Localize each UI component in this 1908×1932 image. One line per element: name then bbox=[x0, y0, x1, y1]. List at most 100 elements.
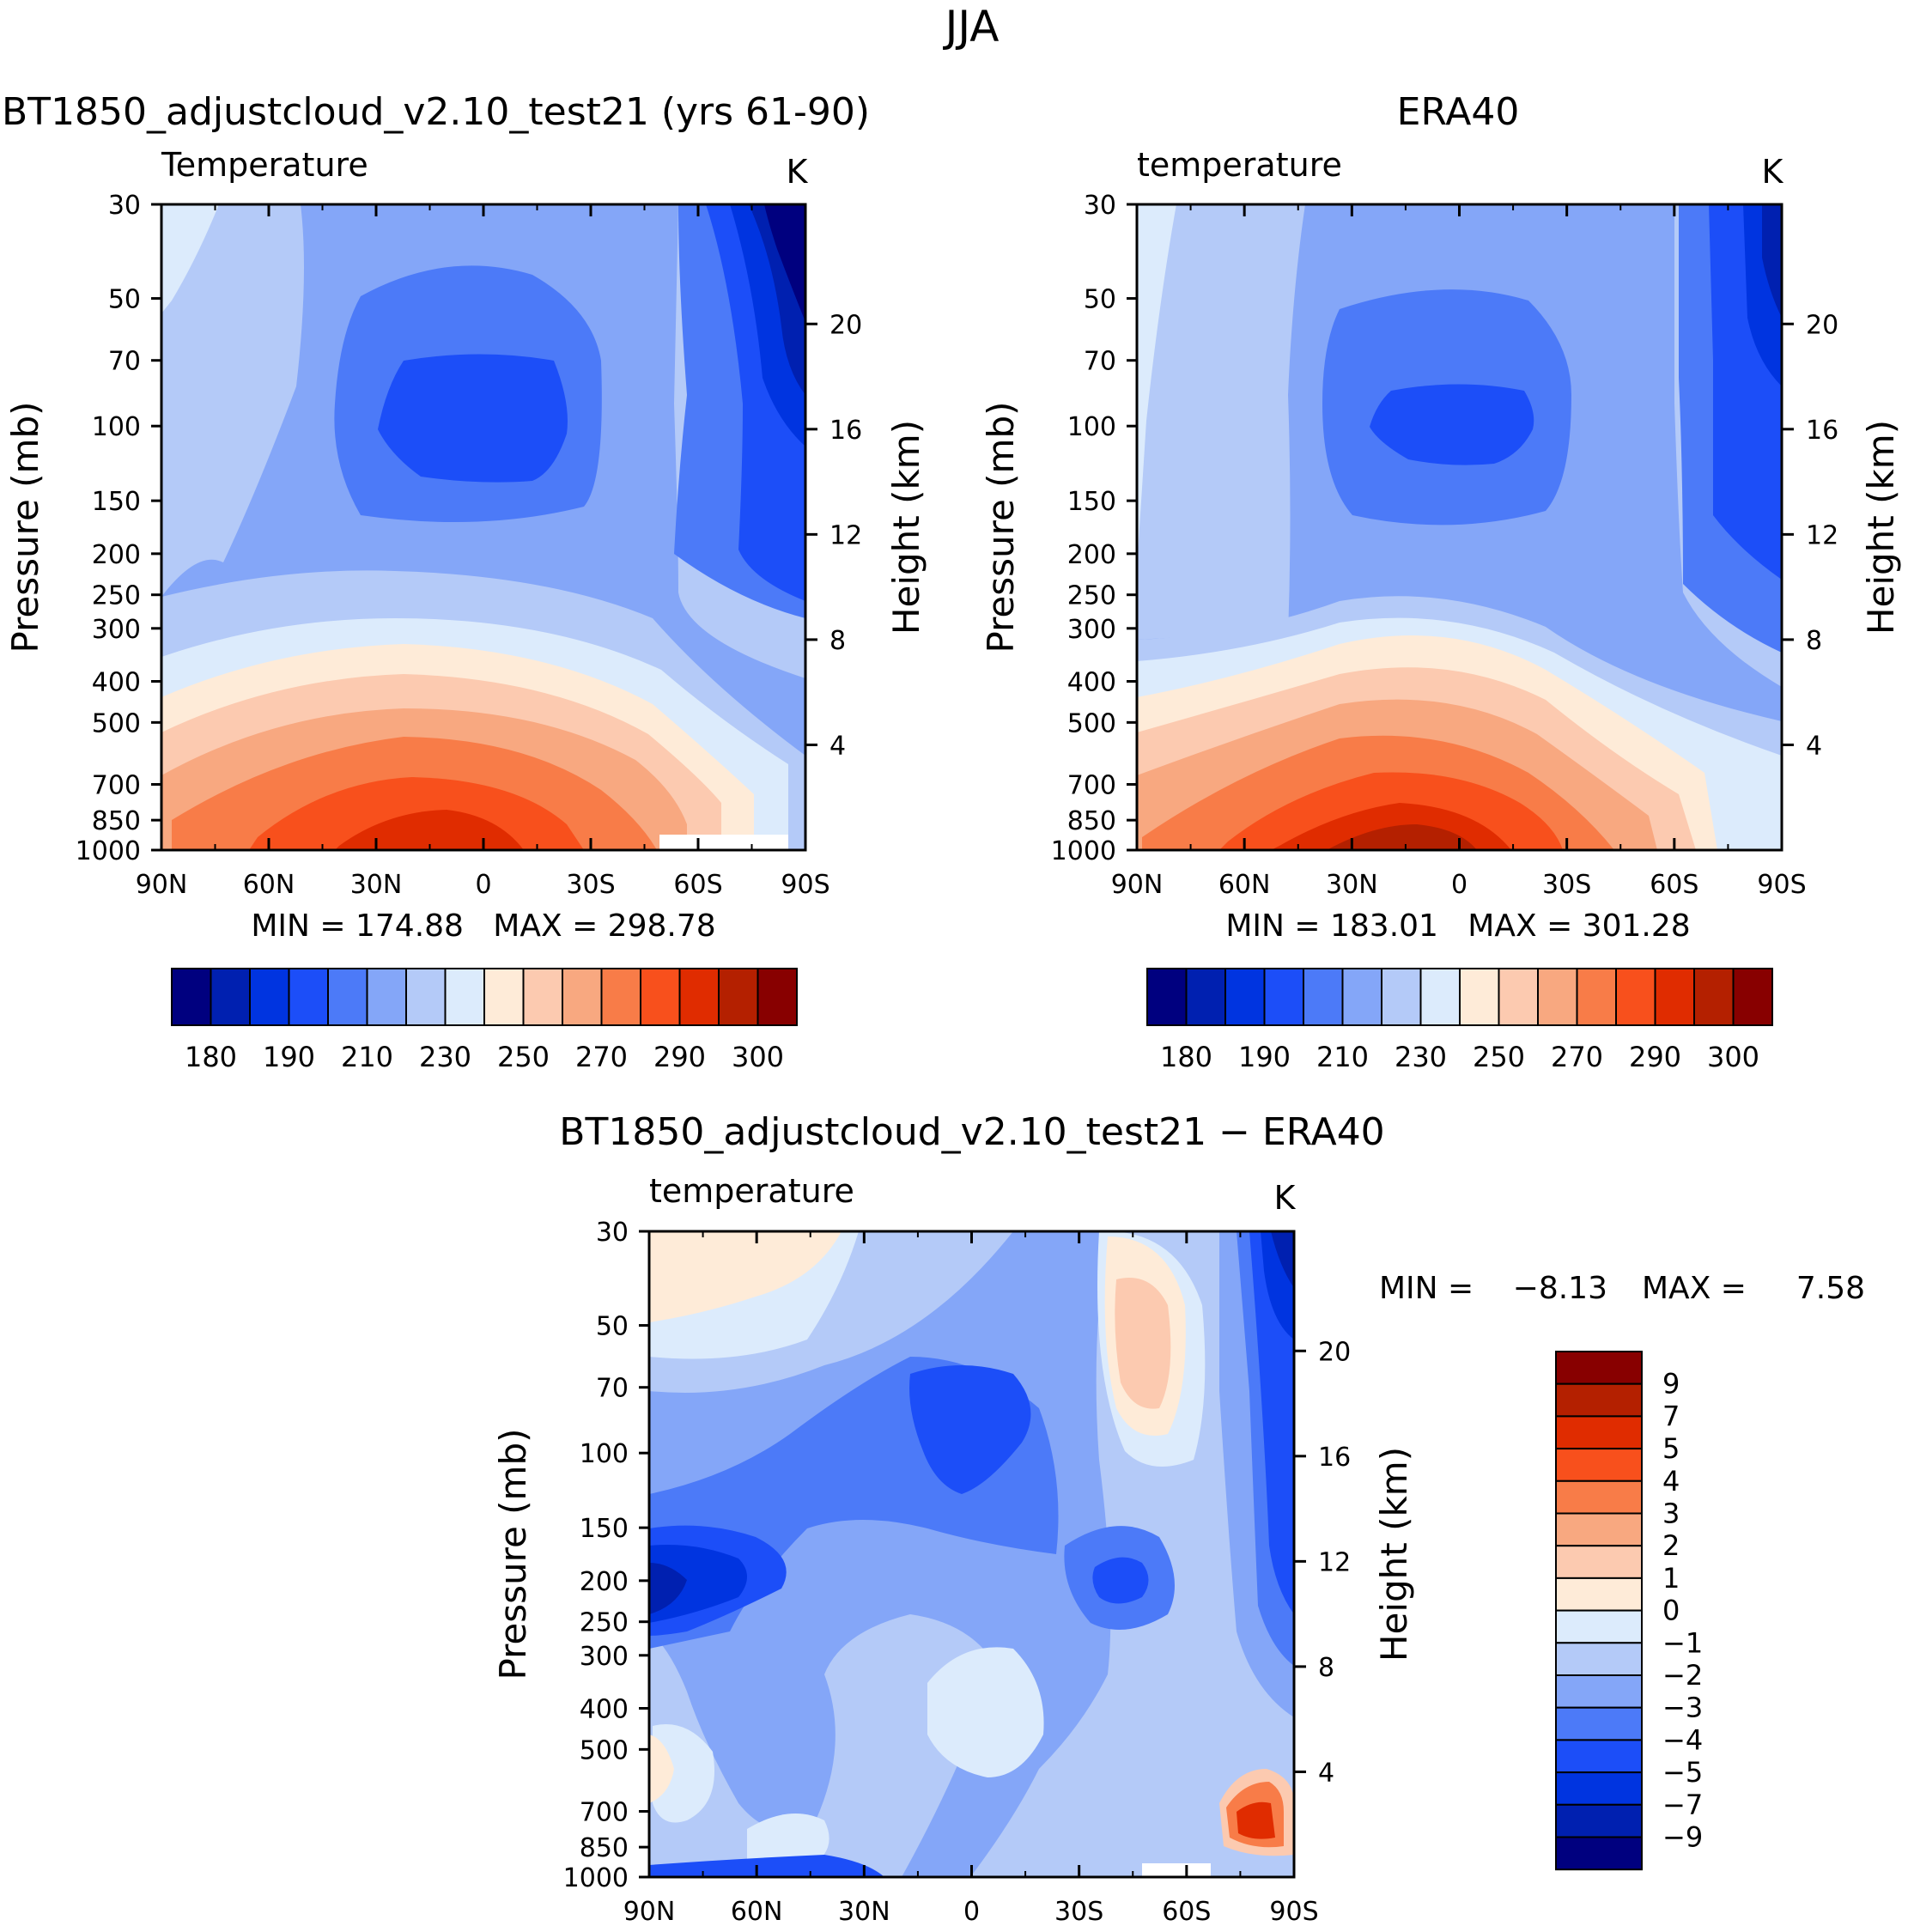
height-tick-label: 16 bbox=[829, 416, 862, 446]
pressure-tick-label: 100 bbox=[92, 412, 141, 442]
colorbar-label: 4 bbox=[1662, 1465, 1680, 1498]
contour-fill-very-light-nw bbox=[1137, 204, 1176, 567]
colorbar-label: −1 bbox=[1662, 1626, 1703, 1659]
contour-fill-upper-warm-s3 bbox=[1115, 1278, 1171, 1409]
colorbar-box bbox=[1555, 1836, 1643, 1871]
colorbar-label: 270 bbox=[1551, 1041, 1603, 1073]
colorbar-label: 270 bbox=[575, 1041, 628, 1073]
pressure-tick-label: 50 bbox=[596, 1312, 629, 1342]
lat-tick-label: 30N bbox=[350, 870, 403, 900]
pressure-tick-label: 850 bbox=[92, 806, 141, 836]
pressure-tick-label: 400 bbox=[92, 667, 141, 697]
contour-fill-very-light-nw bbox=[161, 204, 219, 313]
pressure-tick-label: 500 bbox=[580, 1735, 629, 1765]
colorbar-box bbox=[171, 968, 212, 1026]
colorbar-box bbox=[1555, 1771, 1643, 1806]
pressure-tick-label: 300 bbox=[1067, 615, 1116, 645]
panel-diff-y2label: Height (km) bbox=[1373, 1447, 1415, 1662]
colorbar-box bbox=[1185, 968, 1226, 1026]
pressure-tick-label: 1000 bbox=[1051, 836, 1116, 866]
contour-missing-region bbox=[1142, 1863, 1211, 1877]
pressure-tick-label: 70 bbox=[108, 347, 141, 377]
colorbar-label: 180 bbox=[1160, 1041, 1212, 1073]
lat-tick-label: 60S bbox=[1650, 870, 1698, 900]
pressure-tick-label: 100 bbox=[580, 1439, 629, 1469]
colorbar-box bbox=[1263, 968, 1304, 1026]
contour-fill-warm-300 bbox=[1327, 824, 1477, 850]
colorbar-box bbox=[249, 968, 290, 1026]
colorbar-box bbox=[288, 968, 329, 1026]
colorbar-box bbox=[1555, 1545, 1643, 1579]
pressure-tick-label: 500 bbox=[1067, 708, 1116, 738]
colorbar-box bbox=[1555, 1351, 1643, 1385]
pressure-tick-label: 30 bbox=[596, 1218, 629, 1248]
lat-tick-label: 90S bbox=[781, 870, 829, 900]
colorbar-label: 290 bbox=[653, 1041, 706, 1073]
colorbar-box bbox=[1615, 968, 1656, 1026]
lat-tick-label: 30N bbox=[1326, 870, 1378, 900]
panel-model-y2label: Height (km) bbox=[885, 420, 927, 635]
panel-obs: ERA40 temperature K 30507010015020025030… bbox=[980, 90, 1902, 1073]
lat-tick-label: 30N bbox=[838, 1897, 890, 1927]
colorbar-box bbox=[210, 968, 251, 1026]
page-title: JJA bbox=[943, 2, 1000, 52]
colorbar-box bbox=[1555, 1577, 1643, 1612]
lat-tick-label: 90N bbox=[623, 1897, 676, 1927]
panel-model-colorbar: 180 190 210 230 250 270 290 300 bbox=[171, 968, 798, 1073]
pressure-tick-label: 700 bbox=[92, 771, 141, 801]
height-tick-label: 4 bbox=[1806, 731, 1822, 761]
colorbar-box bbox=[1555, 1415, 1643, 1450]
colorbar-box bbox=[1555, 1609, 1643, 1644]
lat-tick-label: 30S bbox=[566, 870, 615, 900]
pressure-tick-label: 70 bbox=[1084, 347, 1116, 377]
panel-diff: BT1850_adjustcloud_v2.10_test21 − ERA40 … bbox=[492, 1110, 1865, 1927]
panel-obs-var-label: temperature bbox=[1137, 146, 1342, 184]
pressure-tick-label: 500 bbox=[92, 708, 141, 738]
colorbar-label: 210 bbox=[341, 1041, 393, 1073]
panel-model-units: K bbox=[787, 153, 809, 191]
colorbar-label: 230 bbox=[1395, 1041, 1447, 1073]
pressure-tick-label: 1000 bbox=[563, 1863, 629, 1893]
colorbar-label: −4 bbox=[1662, 1723, 1703, 1756]
pressure-tick-label: 30 bbox=[1084, 191, 1116, 221]
lat-tick-label: 30S bbox=[1054, 1897, 1103, 1927]
height-tick-label: 20 bbox=[1318, 1337, 1351, 1367]
panel-diff-min-value: −8.13 bbox=[1513, 1271, 1607, 1306]
contour-fill-surface-warm-3 bbox=[1237, 1801, 1275, 1839]
colorbar-box bbox=[1555, 1512, 1643, 1547]
panel-obs-units: K bbox=[1762, 153, 1784, 191]
pressure-tick-label: 850 bbox=[1067, 806, 1116, 836]
colorbar-box bbox=[1555, 1382, 1643, 1418]
colorbar-label: 0 bbox=[1662, 1595, 1680, 1627]
pressure-tick-label: 700 bbox=[580, 1798, 629, 1828]
colorbar-label: −9 bbox=[1662, 1821, 1703, 1854]
colorbar-box bbox=[1693, 968, 1735, 1026]
pressure-tick-label: 250 bbox=[580, 1608, 629, 1638]
colorbar-box bbox=[1732, 968, 1773, 1026]
colorbar-box bbox=[483, 968, 525, 1026]
contour-fill-minus4-center bbox=[909, 1365, 1031, 1494]
lat-tick-label: 90N bbox=[1111, 870, 1164, 900]
contour-fill-lower-neutral-w bbox=[653, 1724, 714, 1823]
lat-tick-label: 60S bbox=[1162, 1897, 1211, 1927]
lat-tick-label: 0 bbox=[475, 870, 491, 900]
colorbar-box bbox=[757, 968, 798, 1026]
contour-fill-minus5-west bbox=[649, 1545, 747, 1623]
colorbar-label: 180 bbox=[185, 1041, 237, 1073]
colorbar-box bbox=[444, 968, 485, 1026]
colorbar-box bbox=[1303, 968, 1344, 1026]
lat-tick-label: 60N bbox=[243, 870, 295, 900]
colorbar-box bbox=[1555, 1803, 1643, 1838]
lat-tick-label: 90S bbox=[1269, 1897, 1318, 1927]
height-tick-label: 12 bbox=[1806, 520, 1838, 550]
colorbar-label: −7 bbox=[1662, 1789, 1703, 1821]
colorbar-box bbox=[1146, 968, 1188, 1026]
pressure-tick-label: 200 bbox=[580, 1567, 629, 1597]
panel-obs-stats: MIN = 183.01 MAX = 301.28 bbox=[1225, 908, 1690, 944]
lat-tick-label: 60N bbox=[731, 1897, 783, 1927]
panel-diff-min-label: MIN = bbox=[1379, 1271, 1474, 1306]
pressure-tick-label: 700 bbox=[1067, 771, 1116, 801]
pressure-tick-label: 150 bbox=[580, 1514, 629, 1544]
